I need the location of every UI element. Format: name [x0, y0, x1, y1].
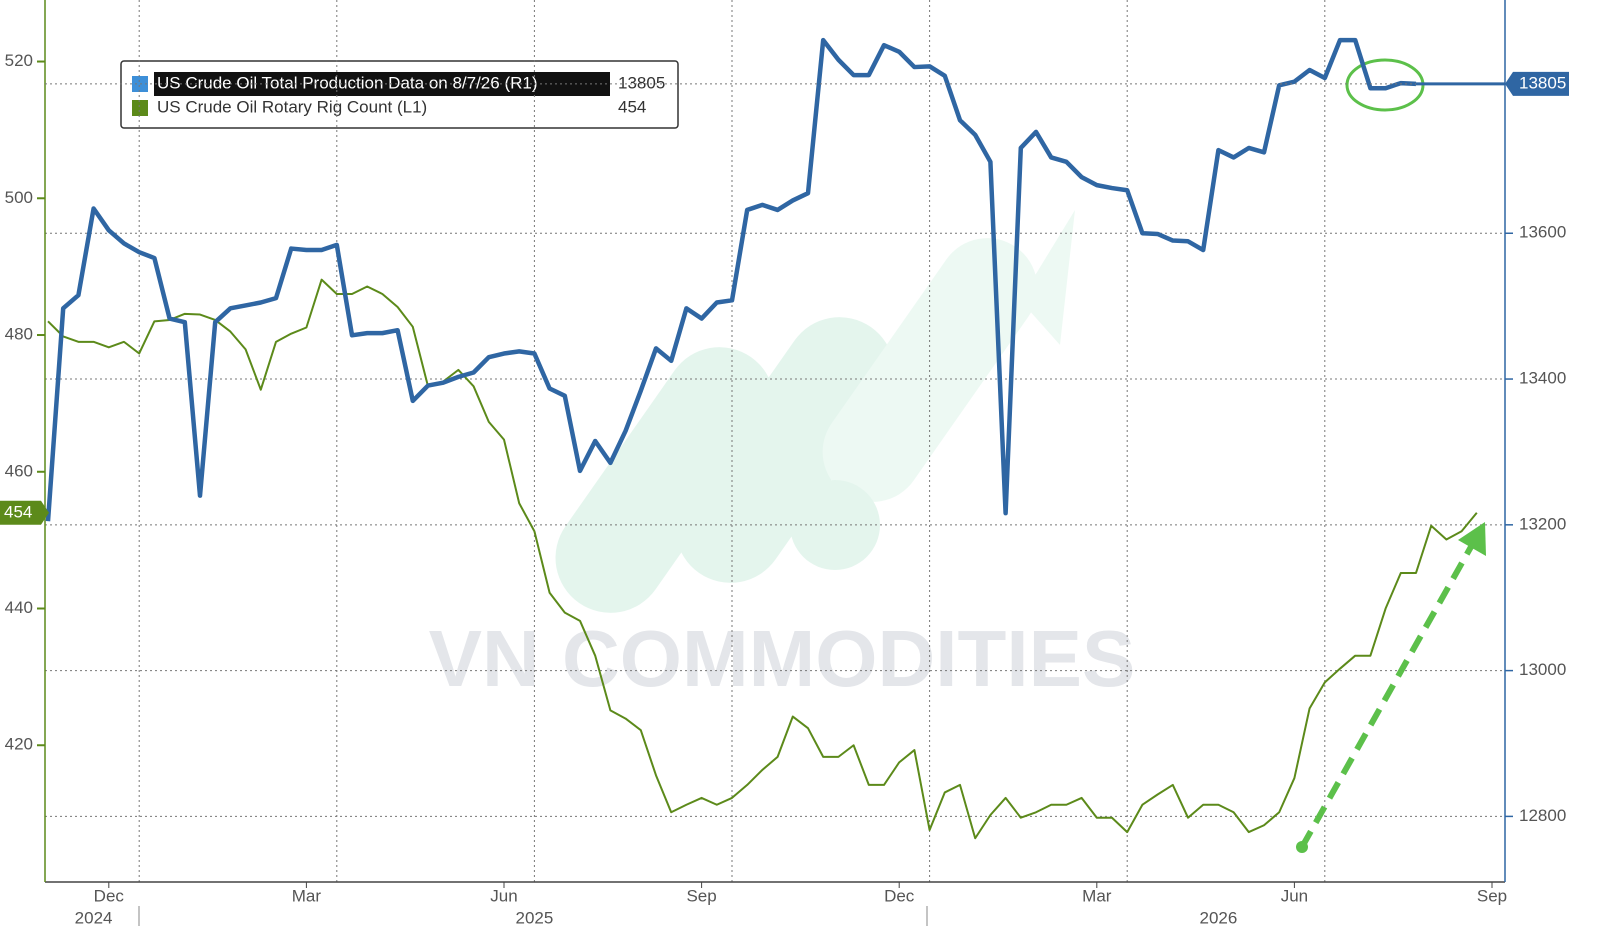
y-tick-label: 460 [5, 461, 33, 480]
legend: US Crude Oil Total Production Data on 8/… [120, 60, 679, 129]
x-tick-label: Sep [1477, 886, 1507, 905]
y2-tick-label: 13000 [1519, 660, 1566, 679]
x-tick-label: Dec [884, 886, 915, 905]
legend-value: 454 [618, 97, 646, 116]
value-tag [1505, 71, 1569, 96]
y-tick-label: 520 [5, 51, 33, 70]
series-line [45, 37, 1417, 522]
value-tag-label: 454 [4, 502, 32, 521]
y2-tick-label: 13400 [1519, 369, 1566, 388]
logo-shape [1020, 210, 1075, 345]
annotation-arrow-head [1458, 522, 1486, 556]
x-tick-label: Mar [292, 886, 322, 905]
value-tag-label: 13805 [1519, 73, 1566, 92]
y2-tick-label: 13600 [1519, 223, 1566, 242]
x-tick-label: Jun [490, 886, 517, 905]
y2-tick-label: 12800 [1519, 806, 1566, 825]
y-tick-label: 500 [5, 188, 33, 207]
legend-label: US Crude Oil Total Production Data on 8/… [157, 73, 538, 92]
y-tick-label: 480 [5, 325, 33, 344]
x-tick-label: Jun [1281, 886, 1308, 905]
x-year-label: 2025 [515, 908, 553, 927]
value-tag [0, 500, 49, 525]
logo-shape [555, 347, 775, 613]
y-tick-label: 440 [5, 598, 33, 617]
annotation-arrow-tail [1296, 841, 1308, 853]
watermark: VN COMMODITIES [429, 614, 1136, 703]
legend-label: US Crude Oil Rotary Rig Count (L1) [157, 97, 427, 116]
x-tick-label: Mar [1082, 886, 1112, 905]
legend-swatch [132, 100, 148, 116]
x-tick-label: Sep [686, 886, 716, 905]
legend-value: 13805 [618, 73, 665, 92]
x-year-label: 2026 [1199, 908, 1237, 927]
logo-shape [675, 317, 895, 583]
y-tick-label: 420 [5, 735, 33, 754]
series-line [47, 278, 1478, 840]
annotation-arrow [1299, 543, 1475, 849]
x-tick-label: Dec [94, 886, 125, 905]
y2-tick-label: 13200 [1519, 514, 1566, 533]
x-year-label: 2024 [75, 908, 113, 927]
